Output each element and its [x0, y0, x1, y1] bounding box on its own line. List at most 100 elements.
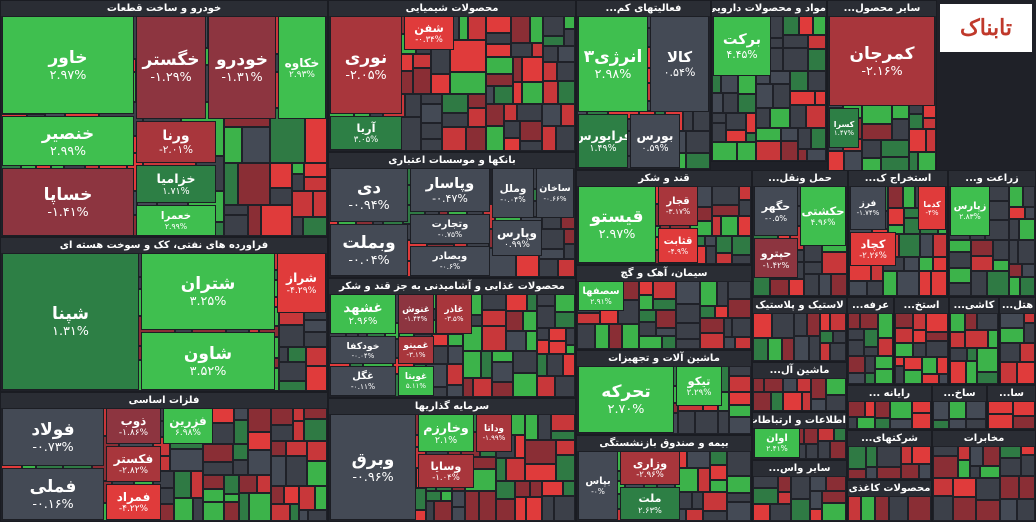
filler-tile — [233, 444, 248, 460]
filler-tile — [735, 337, 751, 349]
filler-tile — [848, 373, 865, 384]
stock-change: ۰.۹۹% — [504, 240, 530, 250]
filler-tile — [908, 496, 931, 521]
filler-tile — [203, 475, 224, 489]
filler-tile — [890, 419, 912, 429]
filler-tile — [820, 343, 830, 361]
filler-tile — [293, 408, 304, 421]
filler-tile — [561, 104, 575, 126]
stock-change: ۲.۹۹% — [164, 222, 188, 231]
stock-name: شفن — [414, 21, 444, 35]
filler-tile — [799, 16, 813, 35]
stock-name: شراز — [286, 270, 317, 285]
filler-tile — [848, 469, 866, 479]
filler-tile — [904, 370, 922, 384]
filler-tile — [522, 82, 543, 104]
stock-change: -۰.۶% — [439, 262, 461, 271]
filler-tile — [857, 417, 875, 429]
stock-tile: قثابت -۴.۹% — [658, 228, 698, 263]
stock-tile: غگل -۰.۱۱% — [330, 366, 396, 396]
sector: کاشی... — [949, 297, 999, 385]
filler-tile — [1025, 207, 1035, 219]
filler-tile — [563, 354, 575, 376]
filler-tile — [639, 295, 653, 310]
filler-tile — [718, 411, 729, 434]
filler-tile — [802, 392, 811, 411]
stock-tile: شپنا ۱.۳۱% — [2, 253, 139, 390]
sector: سایر محصول... کمرجان -۲.۱۶% کسرا ۱.۴۷% — [827, 0, 937, 172]
filler-tile — [1020, 343, 1035, 362]
filler-tile — [510, 414, 525, 435]
filler-tile — [710, 480, 727, 492]
filler-tile — [881, 140, 909, 157]
sector: محصولات کاغذی — [847, 480, 932, 522]
filler-tile — [922, 357, 937, 374]
filler-tile — [703, 492, 727, 511]
filler-tile — [564, 16, 575, 29]
filler-tile — [242, 127, 270, 163]
filler-tile — [530, 16, 543, 43]
stock-tile: شفن -۰.۳۴% — [404, 16, 454, 50]
filler-tile — [563, 481, 575, 496]
stock-name: خودرو — [216, 50, 268, 70]
sector-title: فراورده های نفتی، کک و سوخت هسته ای — [1, 238, 327, 253]
filler-tile — [683, 109, 693, 131]
filler-tile — [977, 313, 998, 330]
stock-name: کچاد — [860, 237, 886, 251]
filler-tile — [712, 93, 723, 113]
filler-tile — [753, 504, 770, 521]
stock-change: ۱.۷۱% — [162, 186, 190, 197]
filler-tile — [770, 48, 783, 71]
filler-tile — [700, 333, 724, 349]
filler-tile — [865, 356, 875, 373]
filler-tile — [577, 324, 595, 349]
filler-tile — [901, 464, 919, 479]
filler-tile — [732, 318, 751, 337]
filler-tile — [820, 331, 833, 343]
sector: محصولات شیمیایی نوری -۲.۰۵% آریا ۳.۰۵% شفن -۰.… — [328, 0, 576, 152]
filler-tile — [1009, 277, 1020, 296]
filler-tile — [486, 86, 494, 104]
filler-tile — [290, 504, 299, 521]
stock-tile: قیستو ۲.۹۷% — [578, 186, 656, 263]
stock-change: -۲.۱۶% — [861, 63, 903, 79]
filler-tile — [1000, 313, 1024, 328]
filler-tile — [678, 411, 695, 434]
filler-tile — [770, 108, 790, 128]
sector-title: حمل ونقل... — [753, 171, 847, 186]
filler-tile — [778, 476, 791, 492]
filler-tile — [811, 399, 826, 411]
filler-tile — [526, 331, 537, 351]
filler-tile — [808, 35, 826, 49]
filler-tile — [950, 313, 965, 332]
filler-tile — [919, 257, 933, 271]
filler-tile — [473, 378, 492, 397]
stock-change: -۰.۱۱% — [350, 382, 376, 391]
sector-title: هتل... — [1000, 298, 1035, 313]
sector: هتل... — [999, 297, 1036, 385]
filler-tile — [706, 246, 716, 264]
filler-tile — [532, 43, 543, 57]
filler-tile — [867, 281, 883, 296]
stock-name: خزامیا — [156, 171, 196, 186]
filler-tile — [1017, 362, 1035, 384]
filler-tile — [732, 255, 751, 264]
filler-tile — [506, 331, 526, 351]
filler-tile — [726, 130, 746, 142]
stock-tile: غنوش -۱.۴۴% — [398, 294, 434, 334]
filler-tile — [769, 38, 783, 48]
stock-change: -۱.۳۱% — [221, 70, 263, 85]
filler-tile — [431, 74, 450, 94]
filler-tile — [848, 313, 860, 329]
stock-tile: آریا ۳.۰۵% — [330, 116, 402, 150]
filler-tile — [933, 456, 958, 478]
filler-tile — [726, 113, 746, 130]
filler-tile — [710, 465, 727, 480]
stock-name: خودکفا — [346, 340, 380, 352]
sector-title: سایر محصول... — [828, 1, 936, 16]
filler-tile — [806, 444, 818, 459]
filler-tile — [1000, 328, 1024, 343]
filler-tile — [909, 129, 926, 152]
filler-tile — [271, 486, 284, 504]
filler-tile — [970, 466, 980, 478]
